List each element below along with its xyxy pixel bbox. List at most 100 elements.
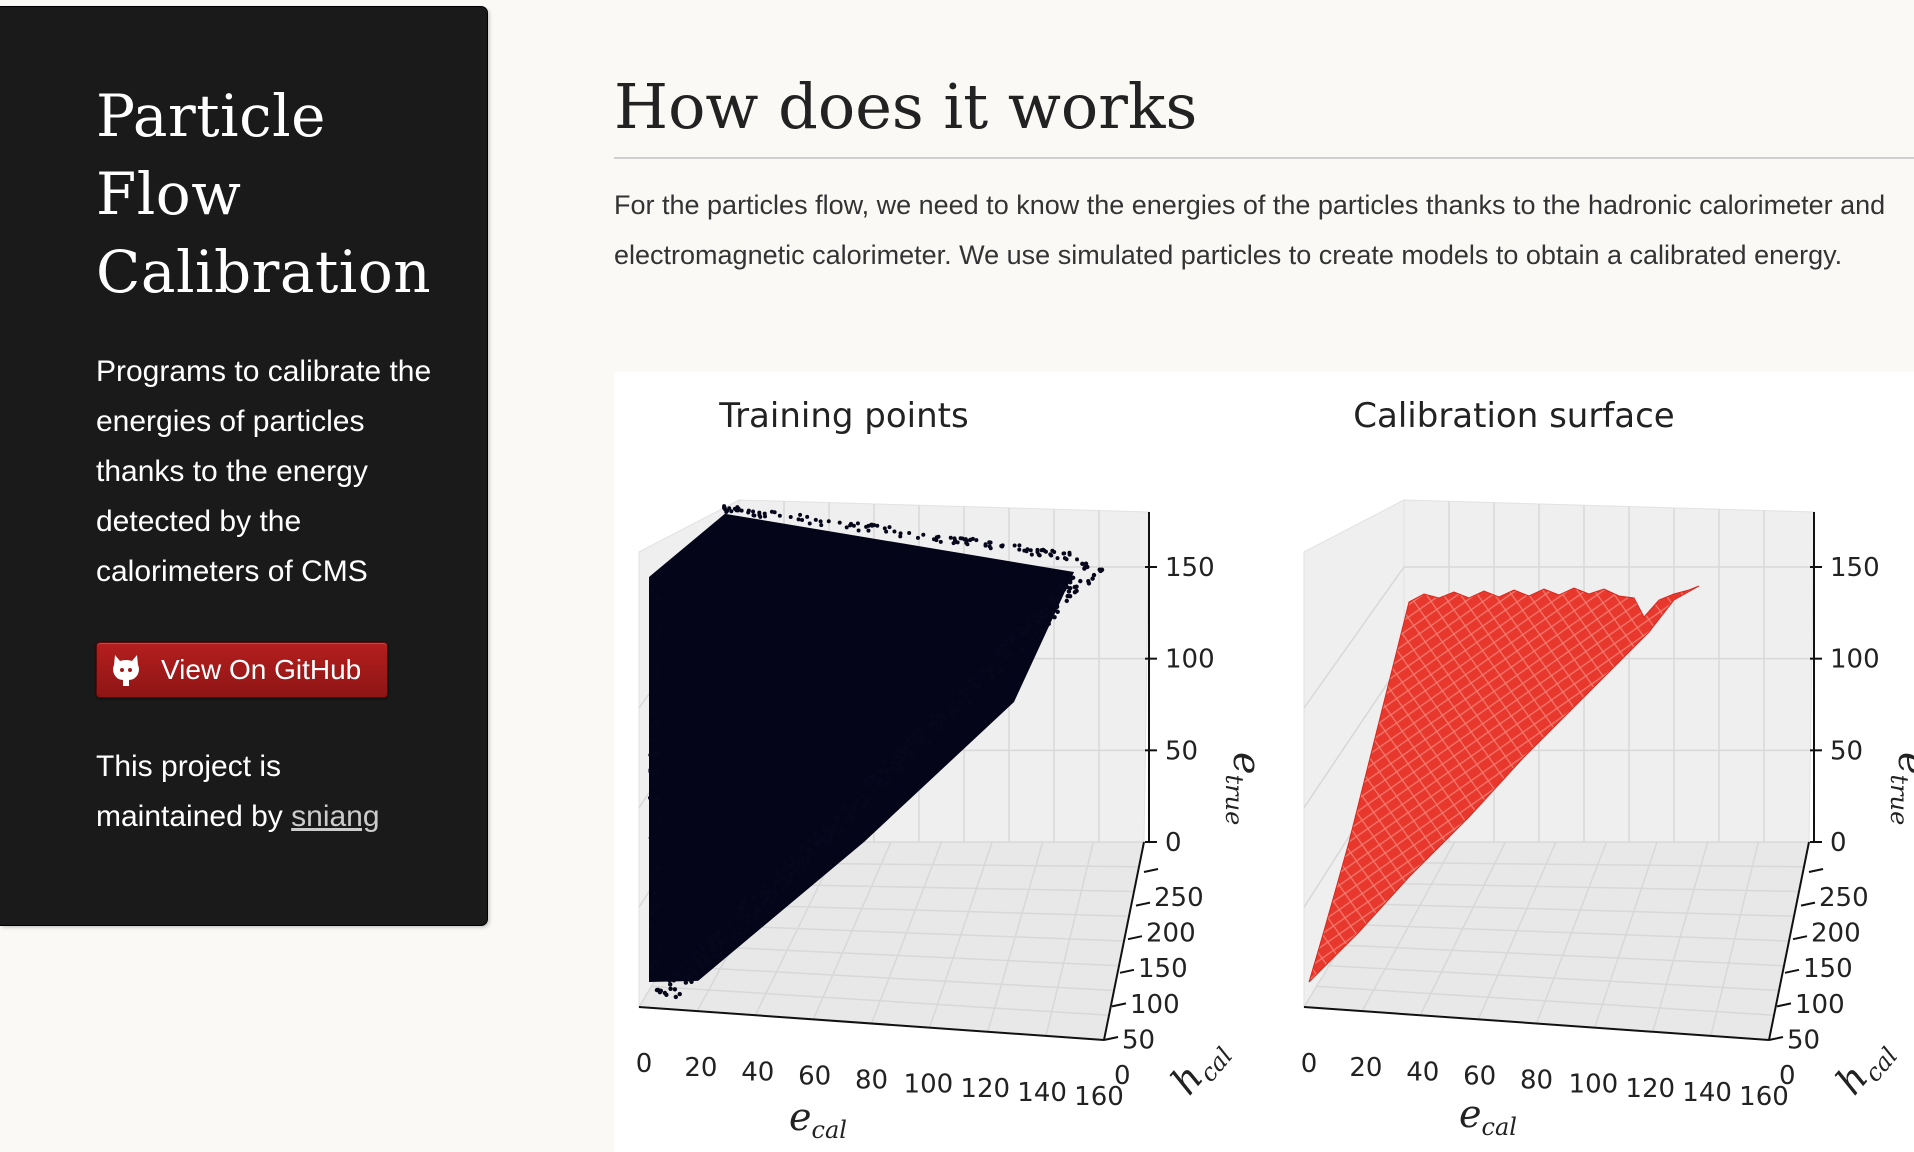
scatter-point <box>958 689 964 695</box>
scatter-point <box>825 827 831 833</box>
plot-title: Calibration surface <box>1353 396 1674 436</box>
scatter-point <box>821 835 827 840</box>
scatter-point <box>1049 553 1054 558</box>
intro-paragraph: For the particles flow, we need to know … <box>614 190 1886 270</box>
scatter-point <box>650 723 655 728</box>
scatter-point <box>698 962 704 968</box>
scatter-point <box>796 517 801 522</box>
scatter-point <box>813 839 819 845</box>
scatter-point <box>950 708 956 713</box>
scatter-point <box>757 892 763 898</box>
gridline <box>1535 841 1608 1024</box>
scatter-point <box>842 805 847 810</box>
y-tick-label: 200 <box>1146 919 1196 949</box>
scatter-point <box>881 760 886 765</box>
scatter-point <box>818 519 823 524</box>
scatter-point <box>1050 548 1055 553</box>
scatter-point <box>948 535 953 540</box>
scatter-point <box>1008 651 1013 656</box>
scatter-point <box>1078 578 1083 584</box>
scatter-point <box>657 816 662 821</box>
scatter-point <box>807 838 812 843</box>
scatter-point <box>650 903 655 908</box>
z-tick-label: 0 <box>1165 828 1182 858</box>
scatter-point <box>939 721 944 727</box>
scatter-point <box>963 692 969 698</box>
scatter-point <box>718 941 723 946</box>
view-on-github-button[interactable]: View On GitHub <box>96 642 388 698</box>
scatter-point <box>775 870 780 875</box>
scatter-point <box>765 897 770 902</box>
scatter-point <box>920 739 925 744</box>
scatter-point <box>1001 647 1006 652</box>
scatter-point <box>657 627 662 632</box>
scatter-point <box>1049 595 1054 600</box>
scatter-point <box>652 619 657 624</box>
scatter-point <box>729 509 734 514</box>
scatter-point <box>887 525 892 530</box>
scatter-point <box>826 817 832 822</box>
scatter-point <box>653 719 658 724</box>
z-tick-label: 50 <box>1165 736 1198 766</box>
scatter-point <box>1067 550 1072 555</box>
y-tick <box>1800 901 1816 907</box>
scatter-point <box>1040 614 1045 620</box>
scatter-point <box>868 774 873 779</box>
scatter-point <box>1044 614 1050 619</box>
scatter-point <box>1054 604 1060 609</box>
scatter-point <box>653 731 658 736</box>
scatter-point <box>739 508 744 513</box>
scatter-point <box>794 868 799 874</box>
y-tick-label: 250 <box>1154 883 1204 913</box>
scatter-point <box>731 935 736 940</box>
scatter-point <box>723 929 728 935</box>
scatter-point <box>1052 614 1057 620</box>
scatter-point <box>657 797 662 802</box>
scatter-point <box>844 525 849 530</box>
site-title-line: Flow <box>96 160 242 228</box>
scatter-point <box>685 974 690 980</box>
scatter-point <box>1057 594 1062 599</box>
scatter-point <box>996 661 1001 666</box>
scatter-point <box>691 969 697 974</box>
scatter-point <box>700 945 706 951</box>
scatter-point <box>913 732 918 737</box>
x-axis-line <box>638 1006 1105 1041</box>
scatter-point <box>651 711 656 716</box>
plot-title: Training points <box>718 396 968 436</box>
scatter-point <box>788 873 794 879</box>
tick-marks <box>1768 566 1824 1041</box>
scatter-point <box>957 700 962 706</box>
gridline <box>1303 566 1405 709</box>
site-title-line: Calibration <box>96 238 432 306</box>
scatter-point <box>655 769 660 774</box>
scatter-point <box>711 945 717 950</box>
scatter-point <box>919 734 924 739</box>
scatter-point <box>910 754 916 760</box>
scatter-point <box>1059 583 1064 589</box>
scatter-point <box>836 831 842 837</box>
scatter-point <box>757 510 762 515</box>
gridline <box>1366 903 1795 917</box>
scatter-point <box>917 729 923 734</box>
scatter-point <box>649 912 654 917</box>
scatter-point <box>651 772 656 777</box>
x-axis-label-main: e <box>1459 1092 1482 1136</box>
scatter-point <box>782 860 788 865</box>
gridline <box>1593 841 1658 1028</box>
scatter-point <box>863 778 869 783</box>
scatter-point <box>716 930 721 935</box>
scatter-point <box>737 931 743 936</box>
scatter-point <box>654 835 659 840</box>
scatter-point <box>652 958 657 963</box>
scatter-points <box>649 512 1074 982</box>
x-tick-label: 20 <box>684 1053 717 1083</box>
maintainer-link[interactable]: sniang <box>291 800 380 833</box>
gridline <box>1303 658 1405 809</box>
y-axis-label: hcal <box>1827 1029 1903 1106</box>
section-heading: How does it works <box>614 70 1198 143</box>
scatter-point <box>653 905 658 910</box>
scatter-point <box>751 509 756 514</box>
scatter-point <box>1017 543 1022 548</box>
gridline <box>1391 861 1805 868</box>
